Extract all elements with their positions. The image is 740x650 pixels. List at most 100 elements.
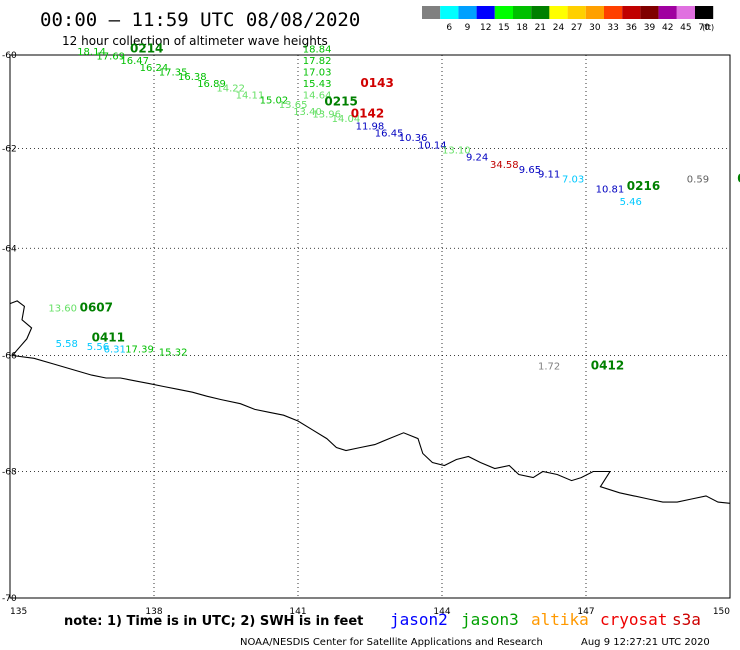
latitude-label: -66 [2,352,17,362]
latitude-label: -60 [2,51,17,61]
wave-height-value: 13.10 [442,145,471,156]
legend-swatch [585,6,604,19]
legend-swatch [604,6,623,19]
longitude-label: 147 [577,607,594,617]
legend-label: 42 [662,23,673,33]
legend-swatch [676,6,695,19]
footer-credit: NOAA/NESDIS Center for Satellite Applica… [240,637,543,648]
wave-height-value: 13.65 [279,100,308,111]
wave-height-value: 17.35 [159,68,188,79]
footer-timestamp: Aug 9 12:27:21 UTC 2020 [581,637,710,648]
wave-height-value: 18.84 [303,45,332,56]
legend-label: 39 [644,23,656,33]
wave-height-value: 7.03 [562,175,584,186]
legend-swatch [622,6,641,19]
wave-height-value: 16.89 [197,79,226,90]
wave-height-value: 1.72 [538,362,560,373]
legend-label: 33 [607,23,618,33]
wave-height-value: 34.58 [490,160,519,171]
longitude-labels: 135 138 141 144 147 150 [10,607,730,617]
satellite-name: altika [531,610,589,629]
wave-height-value: 17.69 [96,52,125,63]
legend-unit: (ft) [702,23,714,32]
wave-height-value: 5.56 [87,342,109,353]
wave-height-value: 16.45 [375,128,404,139]
longitude-label: 135 [10,607,27,617]
legend-swatch [567,6,586,19]
legend-swatch [458,6,477,19]
latitude-label: -68 [2,468,17,478]
wave-height-value: 16.24 [140,63,169,74]
satellite-name: jason3 [461,610,519,629]
legend-label: 6 [446,23,452,33]
wave-height-value: 5.46 [620,197,642,208]
wave-height-value: 18.14 [77,47,106,58]
wave-height-value: 15.43 [303,79,332,90]
legend-label: 15 [498,23,509,33]
latitude-label: -70 [2,594,17,604]
latitude-label: -64 [2,244,17,254]
wave-height-value: 16.47 [120,56,149,67]
pass-time-label: 0607 [80,301,113,315]
map-title: 00:00 – 11:59 UTC 08/08/2020 [40,9,360,31]
wave-height-value: 6.31 [104,345,126,356]
wave-height-value: 10.14 [418,140,447,151]
legend-swatch [658,6,677,19]
legend-swatch [695,6,714,19]
wave-height-value: 15.02 [260,95,289,106]
wave-height-legend: 6 9 12 15 18 21 24 27 30 33 36 39 42 45 70(ft) [422,6,714,33]
wave-height-observations: 18.1417.6916.4716.2417.3516.3816.8914.22… [48,45,709,373]
pass-time-label: 06 [737,172,740,186]
satellite-name: s3a [672,610,701,629]
wave-height-value: 13.96 [312,109,341,120]
plot-area: -60 -62 -64 -66 -68 -70 135 138 141 144 147 150 18… [2,42,740,617]
legend-label: 18 [516,23,528,33]
legend-swatch [476,6,495,19]
legend-label: 9 [465,23,471,33]
latitude-label: -62 [2,144,17,154]
gridlines [10,55,730,598]
wave-height-value: 9.24 [466,153,488,164]
plot-frame [9,54,731,599]
pass-time-label: 0142 [351,106,384,120]
legend-label: 12 [480,23,491,33]
wave-height-value: 14.64 [303,91,332,102]
wave-height-value: 17.03 [303,68,332,79]
antarctic-coastline [9,300,731,504]
wave-height-value: 14.04 [332,114,361,125]
longitude-label: 150 [713,607,730,617]
wave-height-value: 15.32 [159,348,188,359]
wave-height-value: 14.11 [236,91,265,102]
wave-height-value: 10.81 [596,185,625,196]
legend-label: 24 [553,23,565,33]
pass-time-label: 0216 [627,179,660,193]
pass-time-label: 0411 [92,331,125,345]
legend-label: 36 [626,23,638,33]
satellite-legend: jason2 jason3 altika cryosat s3a [390,610,701,629]
wave-height-value: 9.11 [538,170,560,181]
wave-height-value: 14.22 [216,84,245,95]
legend-label: 45 [680,23,691,33]
latitude-labels: -60 -62 -64 -66 -68 -70 [2,51,17,604]
wave-height-value: 9.65 [519,165,541,176]
footer-note: note: 1) Time is in UTC; 2) SWH is in fe… [64,614,363,629]
pass-time-label: 0412 [591,359,624,373]
wave-height-value: 16.38 [178,72,207,83]
legend-label: 70 [698,23,710,33]
longitude-label: 144 [433,607,450,617]
legend-label: 27 [571,23,582,33]
legend-swatch [531,6,550,19]
wave-height-value: 17.82 [303,56,332,67]
legend-label: 30 [589,23,601,33]
map-subtitle: 12 hour collection of altimeter wave hei… [62,34,328,48]
wave-height-value: 0.59 [687,175,709,186]
longitude-label: 141 [289,607,306,617]
legend-swatch [440,6,459,19]
wave-height-value: 10.36 [399,133,428,144]
pass-time-label: 0215 [324,95,357,109]
legend-label: 21 [535,23,546,33]
pass-time-label: 0143 [360,76,393,90]
legend-swatch [549,6,568,19]
legend-swatch [640,6,659,19]
